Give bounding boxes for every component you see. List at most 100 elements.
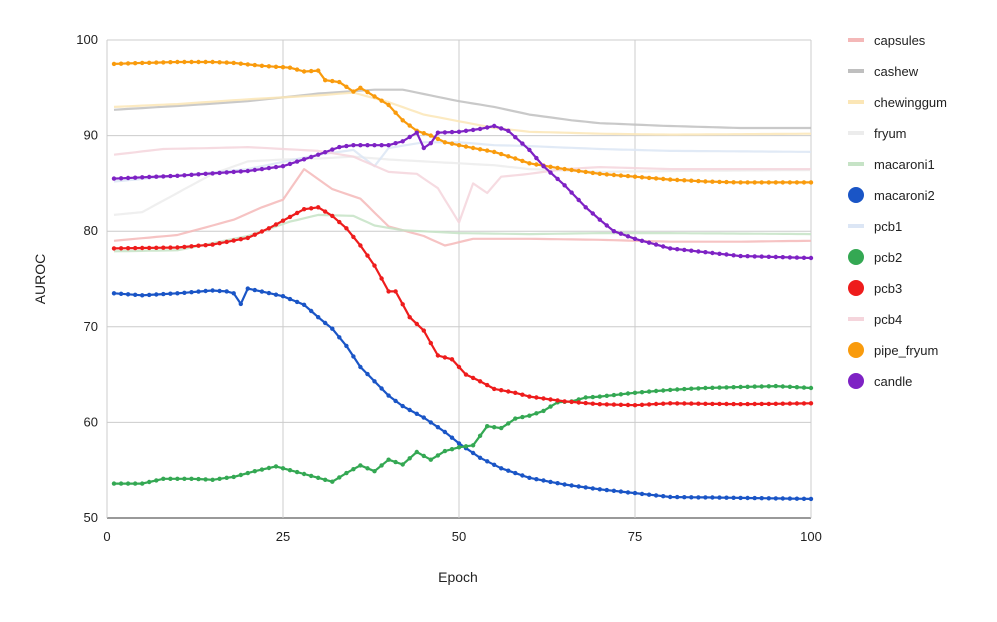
data-point	[245, 235, 250, 241]
data-point	[485, 382, 490, 388]
data-point	[639, 390, 645, 395]
data-point	[646, 492, 652, 497]
data-point	[745, 401, 750, 407]
data-point	[358, 463, 363, 468]
data-point	[780, 496, 785, 501]
series-pcb3	[111, 205, 814, 408]
data-point	[259, 63, 265, 68]
data-point	[506, 128, 511, 133]
data-point	[210, 59, 215, 65]
data-point	[365, 143, 370, 148]
legend-marker	[848, 280, 864, 296]
data-point	[309, 473, 314, 479]
data-point	[639, 491, 645, 497]
data-point	[280, 466, 286, 471]
data-point	[147, 174, 152, 180]
data-point	[801, 496, 807, 501]
data-point	[316, 152, 321, 157]
data-point	[477, 455, 483, 460]
data-point	[154, 478, 159, 483]
data-point	[196, 476, 201, 482]
data-point	[590, 211, 595, 216]
data-point	[273, 292, 279, 297]
data-point	[682, 178, 687, 183]
data-point	[653, 242, 659, 247]
data-point	[576, 484, 581, 489]
data-point	[618, 402, 624, 407]
data-point	[745, 384, 750, 389]
legend-item-chewinggum: chewinggum	[848, 95, 947, 110]
data-point	[463, 128, 469, 133]
data-point	[161, 476, 166, 481]
data-point	[421, 145, 426, 151]
data-point	[217, 170, 222, 176]
data-point	[407, 456, 412, 461]
data-point	[625, 402, 631, 408]
data-point	[449, 357, 455, 362]
series-macaroni2	[111, 286, 814, 502]
data-point	[717, 179, 722, 185]
legend-marker	[848, 249, 864, 265]
data-point	[309, 68, 314, 74]
data-point	[351, 467, 356, 472]
data-point	[689, 386, 694, 391]
legend-label: candle	[874, 374, 912, 389]
data-point	[456, 445, 462, 450]
data-point	[140, 60, 145, 66]
y-tick-label: 100	[76, 32, 98, 47]
legend-item-fryum: fryum	[848, 126, 907, 141]
data-point	[449, 141, 455, 146]
data-point	[273, 164, 279, 170]
data-point	[752, 180, 757, 185]
data-point	[125, 292, 131, 297]
data-point	[259, 166, 265, 172]
data-point	[527, 394, 532, 399]
data-point	[245, 62, 250, 67]
data-point	[358, 243, 363, 248]
legend-item-pcb4: pcb4	[848, 312, 902, 327]
data-point	[111, 246, 117, 251]
data-point	[590, 486, 595, 491]
data-point	[724, 252, 729, 257]
data-point	[611, 488, 617, 493]
data-point	[435, 353, 441, 358]
data-point	[358, 143, 363, 148]
data-point	[168, 60, 173, 65]
data-point	[273, 222, 279, 227]
data-point	[548, 479, 553, 485]
x-tick-label: 25	[276, 529, 290, 544]
series-line-chewinggum	[113, 91, 811, 136]
data-point	[182, 173, 187, 178]
data-point	[175, 245, 180, 250]
data-point	[210, 477, 215, 482]
legend-label: macaroni2	[874, 188, 935, 203]
data-point	[632, 403, 638, 408]
data-point	[773, 180, 778, 185]
data-point	[428, 340, 433, 346]
data-point	[245, 470, 250, 476]
series-lines	[111, 59, 814, 502]
data-point	[414, 321, 419, 327]
data-point	[745, 254, 750, 259]
data-point	[625, 173, 631, 179]
data-point	[266, 64, 272, 69]
data-point	[682, 401, 687, 406]
data-point	[294, 299, 300, 305]
data-point	[154, 60, 159, 65]
data-point	[386, 393, 391, 398]
data-point	[337, 144, 342, 150]
legend-label: pcb3	[874, 281, 902, 296]
legend-item-macaroni1: macaroni1	[848, 157, 935, 172]
data-point	[675, 494, 680, 500]
data-point	[661, 244, 666, 249]
data-point	[527, 413, 532, 418]
data-point	[196, 172, 201, 177]
data-point	[421, 131, 426, 136]
data-point	[738, 495, 743, 501]
data-point	[252, 62, 257, 68]
data-point	[639, 238, 645, 243]
data-point	[231, 238, 236, 243]
data-point	[731, 401, 736, 407]
data-point	[287, 296, 293, 302]
data-point	[344, 84, 349, 90]
